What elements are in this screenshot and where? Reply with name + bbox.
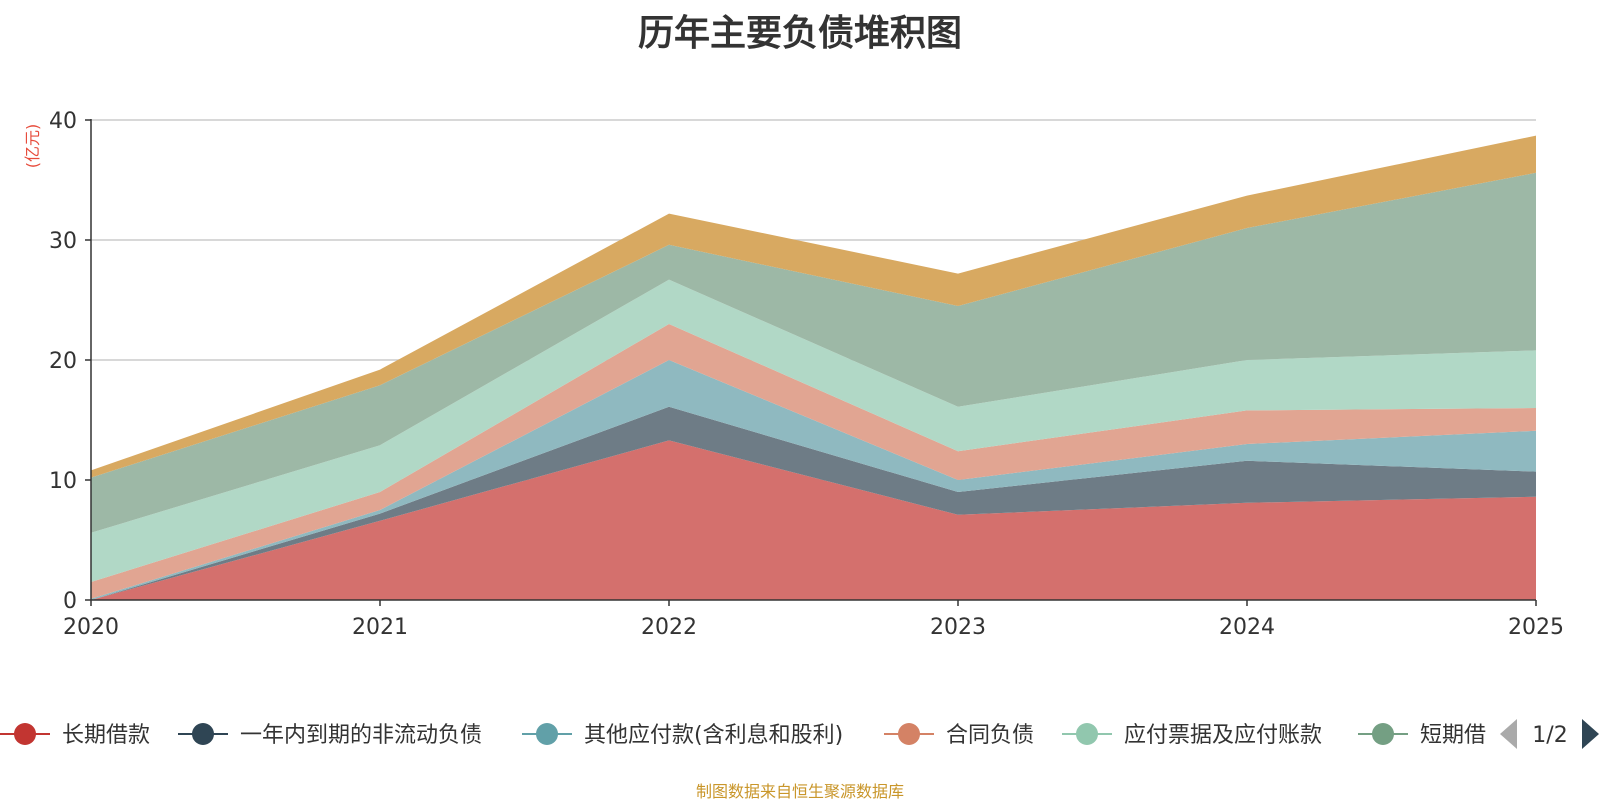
y-tick-label: 10 [49, 469, 77, 494]
x-tick-label: 2023 [930, 615, 986, 640]
legend-next-icon[interactable] [1582, 719, 1599, 749]
legend-page-indicator: 1/2 [1532, 723, 1567, 748]
legend-label: 短期借 [1420, 723, 1486, 748]
x-tick-label: 2021 [352, 615, 408, 640]
legend-marker [192, 723, 214, 745]
area-series-5 [91, 172, 1536, 533]
source-note: 制图数据来自恒生聚源数据库 [695, 782, 904, 801]
legend-items: 长期借款 一年内到期的非流动负债 其他应付款(含利息和股利) 合同负债 应付票据及应付账… [0, 719, 1599, 749]
legend-marker [898, 723, 920, 745]
legend-item[interactable]: 一年内到期的非流动负债 [178, 723, 482, 748]
y-tick-label: 0 [63, 589, 77, 614]
axes: 0 10 20 30 40 2020 2021 2022 2023 2024 2025 [49, 109, 1564, 640]
legend: 长期借款 一年内到期的非流动负债 其他应付款(含利息和股利) 合同负债 应付票据及应付账… [0, 702, 1600, 766]
legend-marker [1076, 723, 1098, 745]
legend-item[interactable]: 长期借款 [0, 723, 150, 748]
legend-prev-icon[interactable] [1500, 719, 1517, 749]
legend-label: 其他应付款(含利息和股利) [584, 723, 843, 748]
x-tick-label: 2022 [641, 615, 697, 640]
legend-marker [14, 723, 36, 745]
legend-marker [1372, 723, 1394, 745]
legend-label: 一年内到期的非流动负债 [240, 723, 482, 748]
legend-label: 长期借款 [62, 723, 150, 748]
legend-item[interactable]: 短期借 [1358, 723, 1486, 748]
legend-label: 应付票据及应付账款 [1124, 723, 1322, 748]
area-series-6 [91, 135, 1536, 478]
legend-item[interactable]: 应付票据及应付账款 [1062, 723, 1322, 748]
legend-item[interactable]: 其他应付款(含利息和股利) [522, 723, 843, 748]
x-tick-label: 2025 [1508, 615, 1564, 640]
x-tick-label: 2024 [1219, 615, 1275, 640]
y-axis-unit-label: (亿元) [23, 124, 42, 169]
stacked-areas [91, 135, 1536, 600]
y-tick-label: 30 [49, 229, 77, 254]
y-tick-label: 40 [49, 109, 77, 134]
area-series-0 [91, 440, 1536, 600]
y-tick-label: 20 [49, 349, 77, 374]
chart-title: 历年主要负债堆积图 [637, 13, 962, 54]
x-tick-label: 2020 [63, 615, 119, 640]
legend-marker [536, 723, 558, 745]
legend-item[interactable]: 合同负债 [884, 723, 1034, 748]
legend-label: 合同负债 [946, 723, 1034, 748]
